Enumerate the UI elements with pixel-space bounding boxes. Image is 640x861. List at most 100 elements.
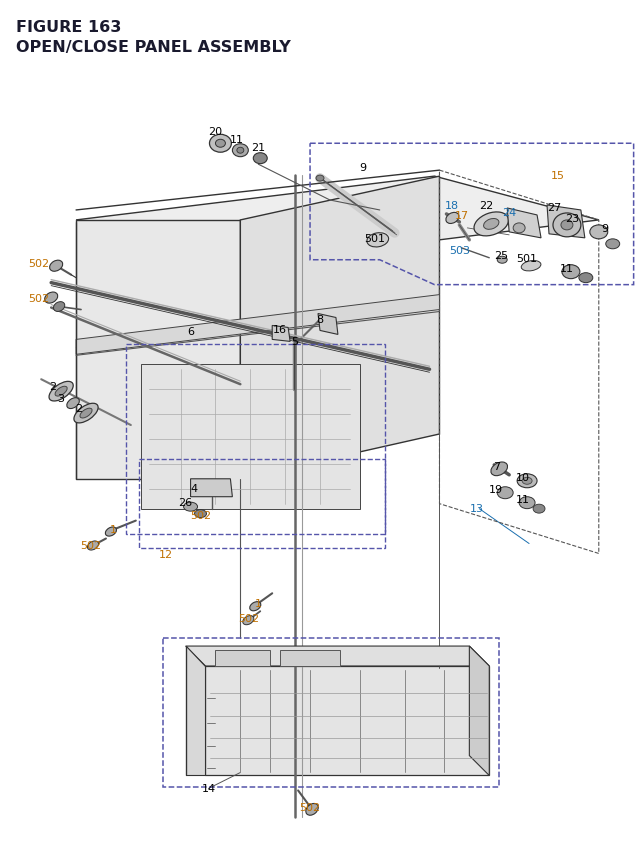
Polygon shape: [191, 480, 232, 497]
Text: 11: 11: [560, 263, 574, 274]
Ellipse shape: [209, 135, 232, 153]
Ellipse shape: [446, 214, 459, 224]
Text: 26: 26: [179, 497, 193, 507]
Ellipse shape: [250, 602, 261, 611]
Text: 11: 11: [516, 494, 530, 504]
Ellipse shape: [243, 616, 254, 625]
Text: 11: 11: [229, 135, 243, 146]
Ellipse shape: [50, 261, 63, 272]
Ellipse shape: [80, 409, 92, 418]
Ellipse shape: [605, 239, 620, 250]
Ellipse shape: [367, 233, 388, 248]
Ellipse shape: [316, 176, 324, 182]
Text: 9: 9: [601, 224, 609, 233]
Text: 15: 15: [551, 171, 565, 181]
Text: 25: 25: [494, 251, 508, 261]
Polygon shape: [76, 295, 440, 355]
Polygon shape: [318, 314, 338, 335]
Polygon shape: [547, 206, 585, 238]
Bar: [126, 345, 385, 534]
Ellipse shape: [533, 505, 545, 513]
Ellipse shape: [216, 140, 225, 148]
Text: 502: 502: [190, 510, 211, 520]
Text: 8: 8: [316, 315, 324, 325]
Text: 19: 19: [489, 484, 503, 494]
Ellipse shape: [49, 382, 73, 401]
Text: 17: 17: [455, 211, 470, 220]
Text: 21: 21: [252, 143, 266, 153]
Text: 20: 20: [209, 127, 223, 137]
Text: 1: 1: [255, 598, 262, 609]
Ellipse shape: [74, 404, 98, 424]
Ellipse shape: [67, 399, 79, 409]
Ellipse shape: [232, 145, 248, 158]
Text: 18: 18: [444, 201, 458, 211]
Ellipse shape: [522, 478, 532, 485]
Text: 23: 23: [565, 214, 579, 224]
Ellipse shape: [306, 803, 318, 815]
Text: 2: 2: [76, 404, 83, 413]
Text: 501: 501: [364, 233, 385, 244]
Text: 14: 14: [202, 784, 216, 794]
Text: 24: 24: [502, 208, 516, 218]
Polygon shape: [507, 208, 541, 238]
Polygon shape: [241, 177, 440, 480]
Text: FIGURE 163: FIGURE 163: [17, 20, 122, 34]
Ellipse shape: [474, 213, 509, 237]
Ellipse shape: [561, 220, 573, 231]
Polygon shape: [186, 647, 489, 666]
Ellipse shape: [54, 302, 65, 312]
Text: 502: 502: [81, 540, 102, 550]
Ellipse shape: [521, 261, 541, 271]
Text: 503: 503: [449, 245, 470, 256]
Polygon shape: [141, 365, 360, 509]
Polygon shape: [469, 647, 489, 776]
Ellipse shape: [491, 462, 508, 476]
Text: 502: 502: [29, 258, 50, 269]
Ellipse shape: [88, 542, 99, 550]
Text: 502: 502: [300, 802, 321, 813]
Text: 1: 1: [109, 524, 116, 534]
Text: 22: 22: [479, 201, 493, 211]
Bar: [139, 459, 385, 548]
Ellipse shape: [579, 274, 593, 283]
Text: 2: 2: [50, 381, 57, 392]
Bar: [163, 638, 499, 788]
Ellipse shape: [106, 528, 116, 536]
Ellipse shape: [519, 497, 535, 509]
Text: OPEN/CLOSE PANEL ASSEMBLY: OPEN/CLOSE PANEL ASSEMBLY: [17, 40, 291, 54]
Text: 16: 16: [273, 325, 287, 335]
Polygon shape: [205, 666, 489, 776]
Text: 7: 7: [493, 461, 500, 471]
Ellipse shape: [195, 510, 207, 518]
Polygon shape: [216, 650, 270, 666]
Text: 27: 27: [547, 202, 561, 213]
Text: 12: 12: [159, 550, 173, 560]
Ellipse shape: [253, 153, 268, 164]
Polygon shape: [76, 177, 599, 265]
Ellipse shape: [184, 503, 198, 511]
Ellipse shape: [590, 226, 608, 239]
Ellipse shape: [497, 487, 513, 499]
Text: 5: 5: [292, 337, 299, 347]
Polygon shape: [272, 326, 290, 342]
Ellipse shape: [484, 220, 499, 230]
Text: 4: 4: [190, 483, 197, 493]
Ellipse shape: [497, 257, 507, 264]
Text: 3: 3: [58, 393, 65, 404]
Text: 502: 502: [29, 294, 50, 303]
Ellipse shape: [553, 214, 581, 238]
Ellipse shape: [562, 265, 580, 279]
Text: 6: 6: [187, 327, 194, 337]
Ellipse shape: [55, 387, 67, 397]
Text: 10: 10: [516, 472, 530, 482]
Text: 13: 13: [470, 503, 484, 513]
Text: 9: 9: [359, 163, 366, 173]
Ellipse shape: [237, 148, 244, 154]
Polygon shape: [186, 647, 205, 776]
Ellipse shape: [517, 474, 537, 488]
Text: 502: 502: [237, 614, 259, 623]
Polygon shape: [280, 650, 340, 666]
Polygon shape: [76, 220, 241, 480]
Ellipse shape: [513, 224, 525, 233]
